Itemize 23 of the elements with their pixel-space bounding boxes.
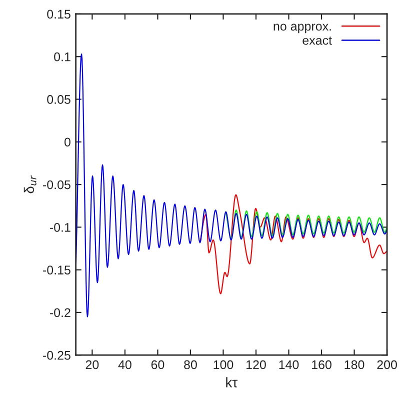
x-tick-label: 100	[214, 360, 234, 370]
y-tick-label: 0.15	[47, 10, 70, 19]
x-tick-label: 40	[118, 360, 132, 370]
legend-label: no approx.	[274, 24, 331, 34]
x-tick-label: 140	[279, 360, 299, 370]
y-tick-label: -0.25	[43, 350, 70, 360]
y-tick-label: -0.2	[50, 308, 70, 318]
x-tick-label: 160	[312, 360, 332, 370]
y-tick-label: -0.1	[50, 222, 70, 232]
y-tick-label: 0.05	[47, 95, 70, 104]
legend-label: exact	[302, 36, 332, 45]
y-axis-title: δ$_{ur}$	[24, 175, 36, 194]
x-tick-label: 200	[377, 360, 397, 370]
x-tick-label: 120	[246, 360, 266, 370]
x-tick-label: 20	[86, 360, 99, 370]
x-tick-label: 180	[344, 360, 364, 370]
y-tick-label: 0	[64, 138, 70, 147]
x-tick-label: 60	[151, 360, 164, 370]
y-tick-label: 0.1	[54, 52, 70, 62]
y-tick-label: -0.15	[43, 266, 70, 274]
x-axis-title: kτ	[226, 377, 238, 388]
x-tick-label: 80	[184, 360, 197, 370]
y-tick-label: -0.05	[43, 180, 70, 190]
